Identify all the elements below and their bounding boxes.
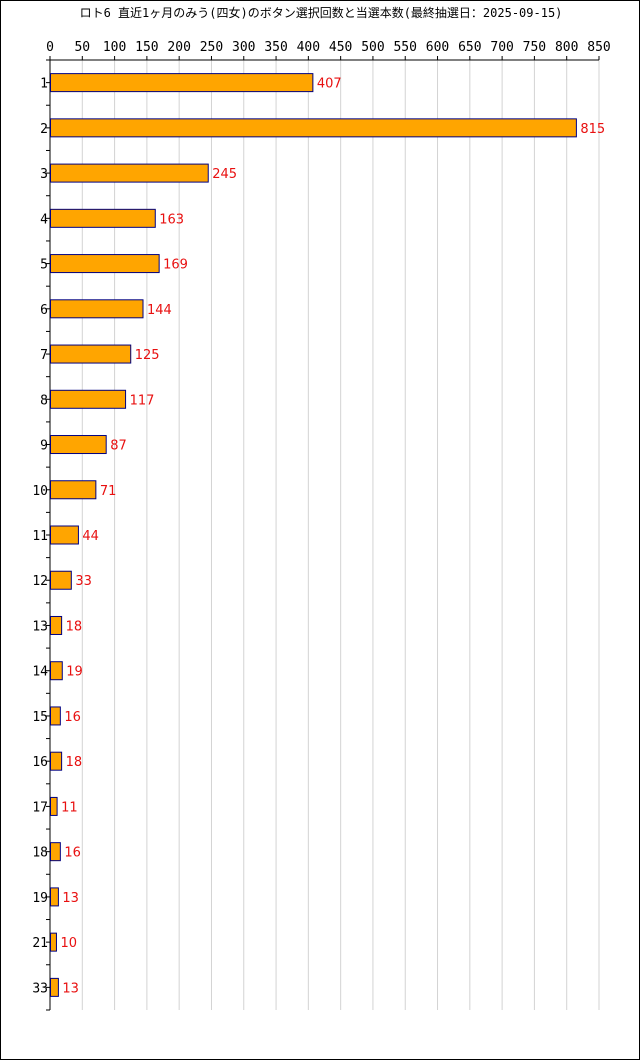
bar [50, 887, 59, 907]
data-label: 163 [159, 212, 184, 227]
data-label: 18 [66, 755, 83, 770]
data-label: 407 [317, 77, 342, 92]
data-label: 71 [100, 484, 117, 499]
data-label: 13 [62, 981, 79, 996]
y-tick-label: 10 [32, 484, 48, 499]
y-tick-label: 3 [40, 167, 48, 182]
bar [50, 525, 79, 545]
x-tick-label: 500 [361, 40, 384, 55]
data-label: 144 [147, 303, 172, 318]
data-label: 117 [130, 393, 155, 408]
x-tick-label: 550 [393, 40, 416, 55]
bar [50, 163, 209, 183]
bar [50, 706, 61, 726]
x-tick-label: 650 [458, 40, 481, 55]
y-tick-label: 2 [40, 122, 48, 137]
y-tick-label: 33 [32, 981, 48, 996]
data-label: 815 [580, 122, 605, 137]
x-tick-label: 250 [200, 40, 223, 55]
x-tick-label: 350 [264, 40, 287, 55]
x-tick-label: 600 [426, 40, 449, 55]
y-tick-label: 1 [40, 77, 48, 92]
data-label: 16 [64, 846, 81, 861]
y-tick-label: 18 [32, 846, 48, 861]
bar [50, 435, 107, 455]
bar [50, 842, 61, 862]
x-tick-label: 750 [523, 40, 546, 55]
y-tick-label: 11 [32, 529, 48, 544]
bar [50, 796, 58, 816]
chart-title: ロト6 直近1ヶ月のみう(四女)のボタン選択回数と当選本数(最終抽選日：2025… [79, 6, 563, 20]
data-label: 13 [62, 891, 79, 906]
data-label: 44 [82, 529, 99, 544]
x-tick-label: 400 [297, 40, 320, 55]
bar [50, 661, 63, 681]
x-tick-label: 800 [555, 40, 578, 55]
data-label: 33 [75, 574, 92, 589]
x-tick-label: 100 [103, 40, 126, 55]
bar [50, 932, 57, 952]
bar [50, 389, 127, 409]
x-tick-label: 450 [329, 40, 352, 55]
bar [50, 73, 314, 93]
bar [50, 299, 144, 319]
data-label: 16 [64, 710, 81, 725]
y-tick-label: 21 [32, 936, 48, 951]
bar [50, 615, 63, 635]
y-tick-label: 14 [32, 665, 48, 680]
data-label: 87 [110, 439, 127, 454]
y-tick-label: 4 [40, 212, 48, 227]
y-tick-label: 17 [32, 800, 48, 815]
x-tick-label: 850 [587, 40, 610, 55]
y-tick-label: 8 [40, 393, 48, 408]
y-tick-label: 16 [32, 755, 48, 770]
bar [50, 208, 156, 228]
x-tick-label: 50 [74, 40, 90, 55]
x-tick-label: 700 [490, 40, 513, 55]
y-tick-label: 12 [32, 574, 48, 589]
y-tick-label: 6 [40, 303, 48, 318]
y-tick-label: 13 [32, 619, 48, 634]
bar [50, 751, 63, 771]
y-tick-label: 5 [40, 258, 48, 273]
data-label: 169 [163, 258, 188, 273]
x-tick-label: 200 [167, 40, 190, 55]
y-tick-label: 19 [32, 891, 48, 906]
x-tick-label: 150 [135, 40, 158, 55]
bar [50, 480, 97, 500]
y-tick-label: 15 [32, 710, 48, 725]
bar [50, 344, 132, 364]
x-tick-label: 300 [232, 40, 255, 55]
data-label: 125 [135, 348, 160, 363]
data-label: 18 [66, 619, 83, 634]
bar [50, 254, 160, 274]
data-label: 245 [212, 167, 237, 182]
bar [50, 570, 72, 590]
x-tick-label: 0 [46, 40, 54, 55]
bar [50, 977, 59, 997]
y-tick-label: 9 [40, 439, 48, 454]
data-label: 19 [66, 665, 83, 680]
bar [50, 118, 577, 138]
data-label: 10 [60, 936, 77, 951]
y-tick-label: 7 [40, 348, 48, 363]
data-label: 11 [61, 800, 78, 815]
